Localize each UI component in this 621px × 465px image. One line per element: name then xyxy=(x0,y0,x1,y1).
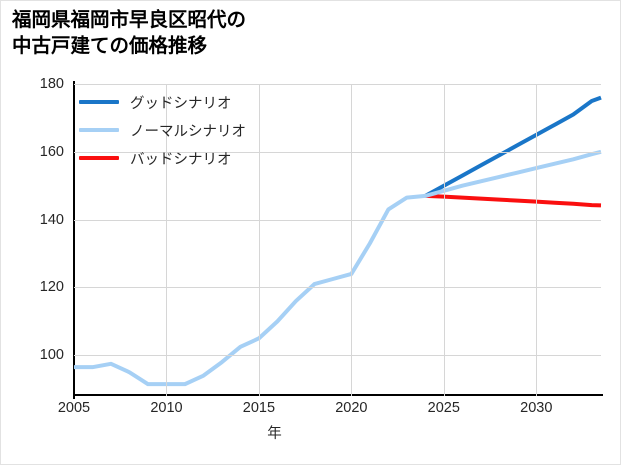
y-axis-line xyxy=(73,81,75,399)
legend-label-good: グッドシナリオ xyxy=(130,95,232,112)
series-line-good xyxy=(74,149,602,387)
series-line-normal xyxy=(424,95,602,198)
x-tick-label: 2010 xyxy=(150,400,183,416)
legend-item-good[interactable]: グッドシナリオ xyxy=(79,89,246,115)
legend-label-normal: ノーマルシナリオ xyxy=(130,123,246,140)
y-tick-label: 100 xyxy=(39,347,64,364)
x-tick-label: 2005 xyxy=(57,400,91,416)
x-axis-title: 年 xyxy=(1,422,620,443)
x-tick-label: 2015 xyxy=(242,400,276,416)
gridline-vertical xyxy=(166,84,168,396)
series-layer xyxy=(74,95,602,387)
gridline-horizontal xyxy=(74,84,601,85)
y-tick-label: 180 xyxy=(39,76,64,92)
x-axis-title-text: 年 xyxy=(267,426,282,442)
y-tick-label: 120 xyxy=(39,279,64,296)
x-tick-label: 2025 xyxy=(427,400,460,416)
gridline-vertical xyxy=(351,84,353,396)
y-axis-title: 坪 (3.3m²) 単価 (万円) xyxy=(1,1,10,97)
page-title: 福岡県福岡市早良区昭代の 中古戸建ての価格推移 xyxy=(12,9,247,57)
gridline-horizontal xyxy=(74,151,601,153)
legend-swatch-normal-icon xyxy=(79,128,119,132)
legend-swatch-bad-icon xyxy=(79,156,119,160)
gridline-vertical xyxy=(443,84,445,396)
legend: グッドシナリオ ノーマルシナリオ バッドシナリオ xyxy=(79,89,246,171)
y-tick-label: 140 xyxy=(39,211,64,228)
gridline-vertical xyxy=(536,84,538,396)
legend-item-bad[interactable]: バッドシナリオ xyxy=(79,145,246,171)
gridline-vertical xyxy=(258,84,260,396)
x-axis-line xyxy=(73,394,603,396)
legend-swatch-good-icon xyxy=(79,100,119,104)
gridline-horizontal xyxy=(74,287,601,289)
gridline-horizontal xyxy=(74,219,601,221)
y-tick-label: 160 xyxy=(39,143,64,160)
legend-item-normal[interactable]: ノーマルシナリオ xyxy=(79,117,246,143)
x-tick-label: 2030 xyxy=(520,400,553,416)
legend-label-bad: バッドシナリオ xyxy=(130,151,232,168)
gridline-horizontal xyxy=(74,355,601,357)
plot-area xyxy=(74,84,602,396)
series-line-bad xyxy=(425,193,602,208)
x-tick-label: 2020 xyxy=(335,400,368,416)
